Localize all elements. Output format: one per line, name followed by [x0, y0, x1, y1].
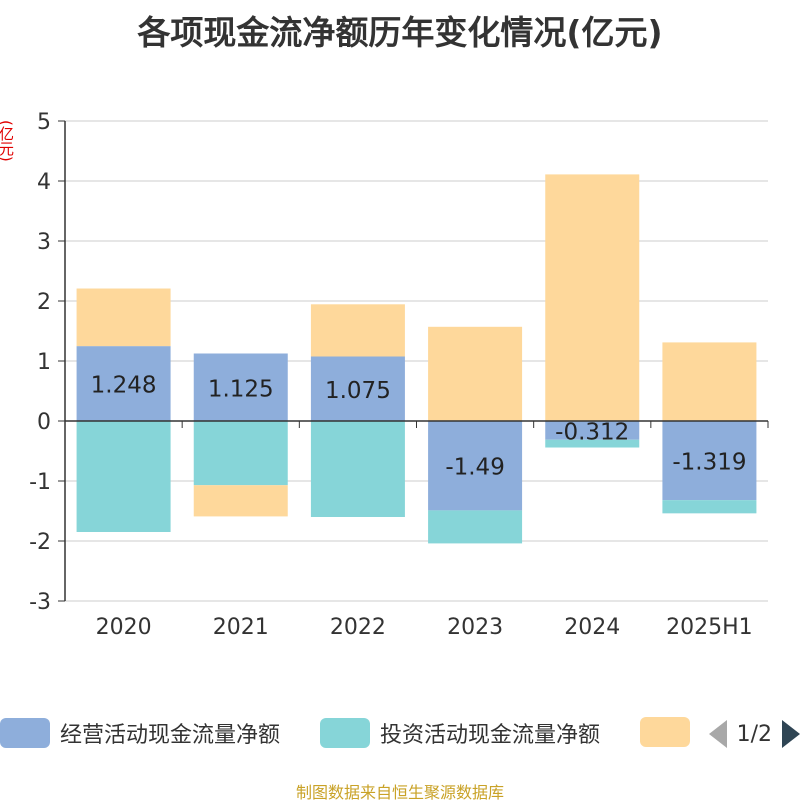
bar-segment	[662, 342, 757, 421]
bar-segment	[193, 421, 288, 486]
data-label: -0.312	[555, 419, 629, 445]
bar-segment	[193, 485, 288, 517]
bar-segment	[76, 346, 171, 421]
x-tick-label: 2024	[564, 615, 620, 640]
y-tick-label: -1	[29, 470, 51, 495]
legend: 经营活动现金流量净额 投资活动现金流量净额 1/2	[0, 717, 800, 753]
chart-title: 各项现金流净额历年变化情况(亿元)	[137, 13, 663, 52]
bar-segment	[310, 304, 405, 357]
next-page-icon[interactable]	[782, 720, 800, 748]
y-tick-label: -3	[29, 590, 51, 615]
bar-segment	[545, 421, 640, 440]
y-axis-label: (亿元)	[0, 120, 15, 162]
data-label: 1.075	[325, 378, 391, 404]
legend-item-third[interactable]	[640, 717, 690, 747]
legend-pager: 1/2	[708, 717, 800, 751]
bar-segment	[662, 421, 757, 501]
x-tick-label: 2023	[447, 615, 503, 640]
data-source-note: 制图数据来自恒生聚源数据库	[295, 783, 504, 802]
bar-segment	[545, 174, 640, 421]
prev-page-icon[interactable]	[708, 720, 727, 748]
x-tick-label: 2020	[96, 615, 152, 640]
x-tick-label: 2021	[213, 615, 269, 640]
bar-segment	[310, 421, 405, 517]
bar-segment	[310, 356, 405, 421]
legend-swatch-investing	[320, 718, 370, 748]
y-tick-label: 4	[37, 170, 51, 195]
x-tick-label: 2025H1	[666, 615, 753, 640]
legend-swatch-operating	[0, 718, 50, 748]
bar-segment	[428, 326, 523, 421]
legend-label-investing: 投资活动现金流量净额	[380, 723, 601, 748]
bar-segment	[193, 353, 288, 421]
y-tick-label: 0	[37, 410, 51, 435]
bar-segment	[76, 421, 171, 532]
data-label: -1.49	[445, 455, 505, 481]
bar-segment	[428, 510, 523, 544]
legend-label-operating: 经营活动现金流量净额	[60, 723, 281, 748]
legend-item-operating[interactable]: 经营活动现金流量净额	[0, 717, 280, 749]
bar-segment	[545, 439, 640, 448]
y-tick-label: 2	[37, 290, 51, 315]
legend-page-indicator: 1/2	[736, 721, 772, 747]
bar-segment	[428, 421, 523, 511]
legend-swatch-third	[640, 717, 690, 747]
data-label: 1.248	[91, 373, 157, 399]
bar-segment	[662, 500, 757, 514]
bar-segment	[76, 288, 171, 347]
legend-item-investing[interactable]: 投资活动现金流量净额	[320, 717, 600, 749]
data-label: 1.125	[208, 376, 274, 402]
y-tick-label: 1	[37, 350, 51, 375]
y-tick-label: -2	[29, 530, 51, 555]
data-label: -1.319	[672, 450, 746, 476]
y-tick-label: 3	[37, 230, 51, 255]
y-tick-label: 5	[37, 110, 51, 135]
x-tick-label: 2022	[330, 615, 386, 640]
